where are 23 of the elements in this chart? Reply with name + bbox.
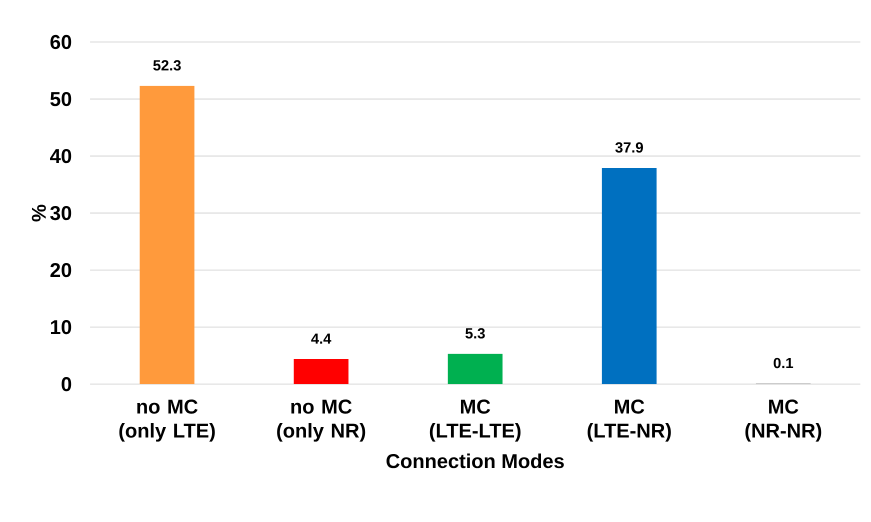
x-tick-label: MC (LTE-NR) — [588, 399, 671, 442]
x-tick-label: no MC (only LTE) — [119, 399, 215, 442]
bar — [602, 168, 657, 384]
y-tick-label: 20 — [50, 262, 72, 278]
x-tick-label: MC (NR-NR) — [745, 399, 822, 442]
x-axis-title: Connection Modes — [386, 453, 564, 468]
y-tick-label: 0 — [62, 376, 72, 392]
x-tick-label: no MC (only NR) — [277, 399, 366, 442]
y-tick-label: 10 — [50, 320, 72, 334]
bar — [448, 354, 503, 384]
y-axis-title: % — [32, 204, 46, 222]
bar — [294, 358, 348, 384]
data-label: 5.3 — [465, 328, 485, 338]
data-label: 37.9 — [615, 142, 643, 153]
bar — [140, 86, 194, 384]
y-tick-label: 30 — [50, 206, 72, 220]
data-label: 52.3 — [153, 60, 181, 70]
x-tick-label: MC (LTE-LTE) — [430, 399, 521, 442]
y-tick-label: 40 — [50, 148, 72, 164]
data-label: 0.1 — [774, 358, 794, 368]
y-tick-label: 60 — [50, 34, 72, 50]
data-label: 4.4 — [311, 334, 332, 344]
y-tick-label: 50 — [50, 92, 72, 106]
